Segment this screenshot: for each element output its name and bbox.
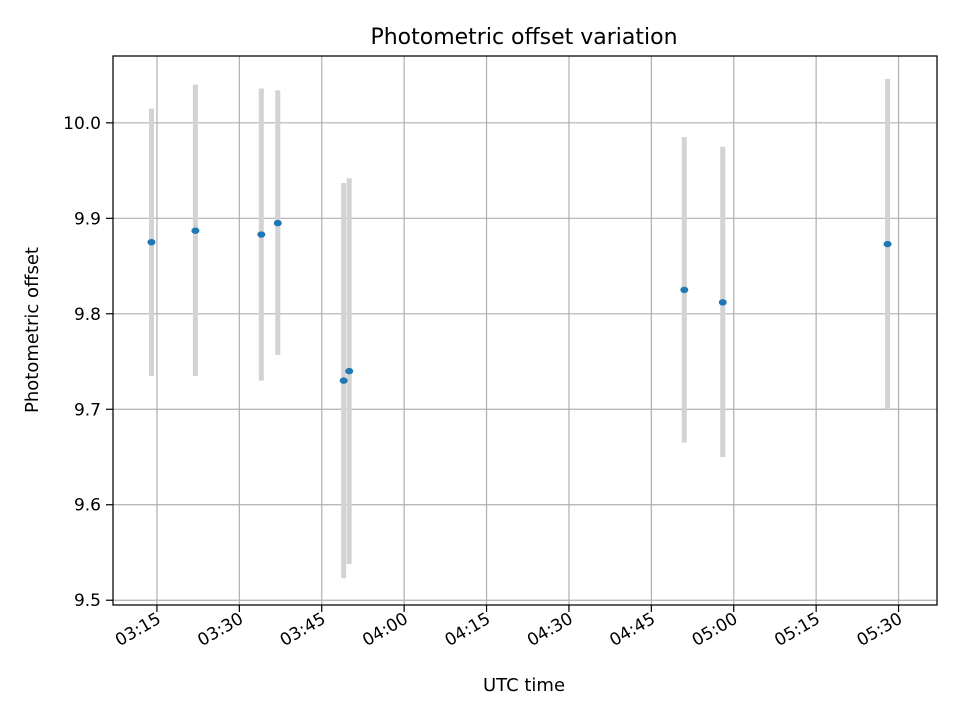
y-axis-label: Photometric offset <box>22 247 43 413</box>
data-point <box>883 240 892 248</box>
data-point <box>718 299 727 306</box>
data-point <box>345 367 354 375</box>
x-tick-label: 03:30 <box>194 609 246 651</box>
data-point <box>147 238 156 246</box>
data-point <box>339 377 348 384</box>
y-tick-label: 9.7 <box>74 400 101 420</box>
y-axis-ticks: 9.5 9.6 9.7 9.8 9.9 10.0 <box>63 114 113 611</box>
data-point <box>273 219 282 227</box>
x-tick-label: 04:30 <box>524 609 576 651</box>
chart-title: Photometric offset variation <box>370 25 677 50</box>
x-tick-label: 04:45 <box>606 609 658 651</box>
x-tick-label: 03:45 <box>277 609 329 651</box>
x-axis-ticks: 03:15 03:30 03:45 04:00 04:15 04:30 04:45 05:00… <box>112 605 906 651</box>
x-tick-label: 04:00 <box>359 609 411 651</box>
data-points <box>147 219 892 384</box>
x-axis-label: UTC time <box>483 675 565 696</box>
y-tick-label: 9.9 <box>74 209 101 229</box>
data-point <box>191 227 200 234</box>
y-tick-label: 9.5 <box>74 591 101 611</box>
y-tick-label: 9.8 <box>74 305 101 325</box>
error-bars <box>148 78 891 579</box>
data-point <box>257 231 266 238</box>
plot-frame <box>112 55 938 606</box>
x-tick-label: 05:30 <box>854 609 906 651</box>
grid <box>113 56 937 605</box>
data-point <box>680 286 689 294</box>
x-tick-label: 04:15 <box>442 609 494 651</box>
x-tick-label: 05:00 <box>689 609 741 651</box>
y-tick-label: 9.6 <box>74 496 101 516</box>
x-tick-label: 05:15 <box>771 609 823 651</box>
x-tick-label: 03:15 <box>112 609 164 651</box>
y-tick-label: 10.0 <box>63 114 101 134</box>
